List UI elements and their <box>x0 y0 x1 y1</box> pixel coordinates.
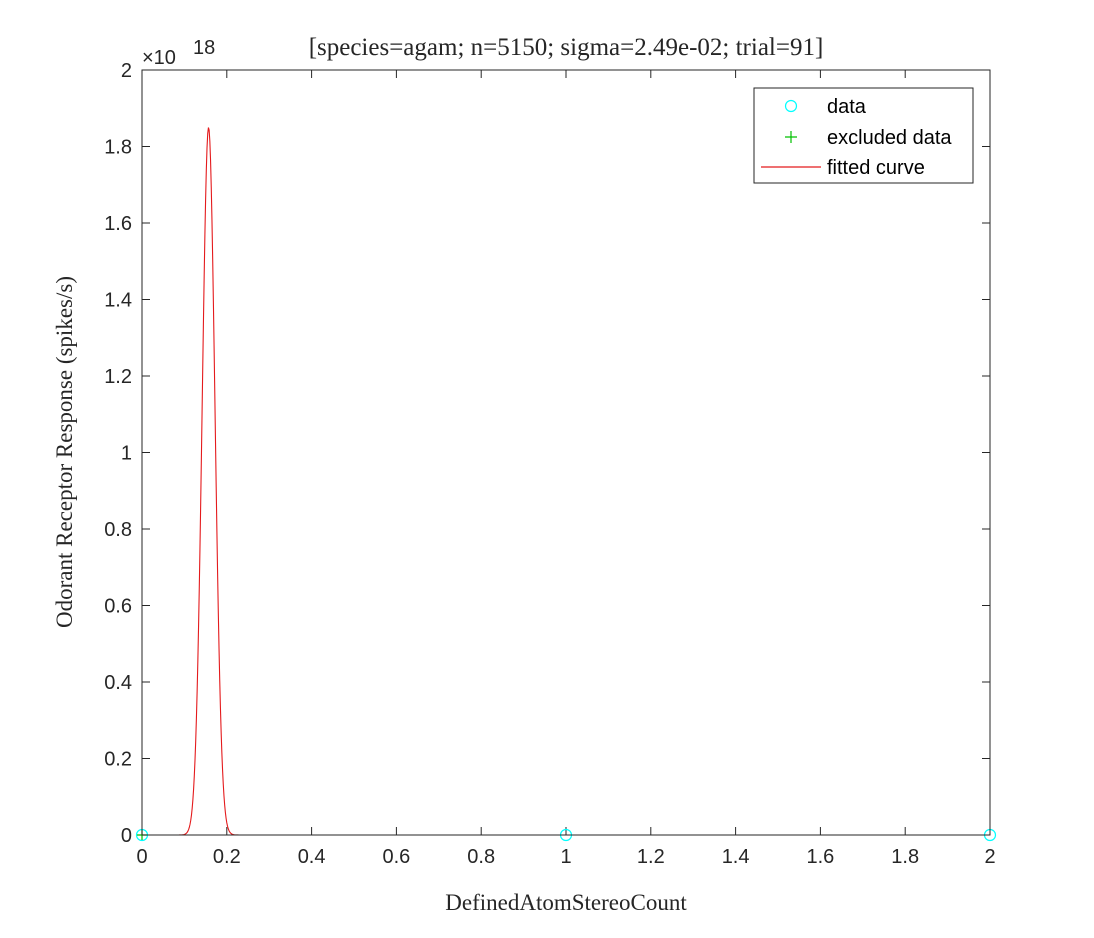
legend-item-data: data <box>784 96 867 118</box>
x-tick-label: 1.6 <box>806 846 834 868</box>
x-tick-label: 2 <box>984 846 995 868</box>
y-tick-label: 0.8 <box>104 519 132 541</box>
x-axis-label: DefinedAtomStereoCount <box>445 890 687 915</box>
legend-circle-marker-icon <box>784 99 798 113</box>
y-tick-label: 1.6 <box>104 213 132 235</box>
y-tick-label: 1.2 <box>104 366 132 388</box>
y-tick-label: 0.4 <box>104 672 132 694</box>
legend-item-excluded-data: excluded data <box>785 127 952 149</box>
x-tick-label: 1 <box>560 846 571 868</box>
x-tick-label: 0.2 <box>213 846 241 868</box>
y-exponent-power: 18 <box>193 37 215 59</box>
x-tick-label: 0.4 <box>298 846 326 868</box>
chart-title: [species=agam; n=5150; sigma=2.49e-02; t… <box>309 34 824 61</box>
y-tick-label: 0.6 <box>104 596 132 618</box>
x-tick-label: 1.8 <box>891 846 919 868</box>
y-tick-label: 2 <box>121 60 132 82</box>
y-tick-label: 1.4 <box>104 290 132 312</box>
y-tick-label: 1 <box>121 443 132 465</box>
ticks-layer: 0 0.2 0.4 0.6 0.8 1 1.2 1.4 1.6 1.8 2 0 0.2 0.4 0.6 0.8… <box>104 60 995 868</box>
y-tick-label: 1.8 <box>104 137 132 159</box>
y-tick-label: 0.2 <box>104 749 132 771</box>
y-axis-label: Odorant Receptor Response (spikes/s) <box>52 276 77 628</box>
x-tick-label: 0.8 <box>467 846 495 868</box>
x-tick-label: 1.4 <box>722 846 750 868</box>
y-tick-label: 0 <box>121 825 132 847</box>
y-exponent-base: ×10 <box>142 47 176 69</box>
legend-label-fitted-curve: fitted curve <box>827 157 925 179</box>
legend-label-excluded-data: excluded data <box>827 127 952 149</box>
legend-label-data: data <box>827 96 867 118</box>
x-tick-label: 0 <box>136 846 147 868</box>
axes-box <box>141 69 991 836</box>
legend: data excluded data fitted curve <box>753 87 974 184</box>
x-tick-label: 1.2 <box>637 846 665 868</box>
legend-item-fitted-curve: fitted curve <box>761 157 925 179</box>
plot-background <box>142 70 990 835</box>
legend-plus-marker-icon <box>785 131 797 143</box>
x-tick-label: 0.6 <box>382 846 410 868</box>
labels-layer: ×10 18 [species=agam; n=5150; sigma=2.49… <box>52 34 823 915</box>
